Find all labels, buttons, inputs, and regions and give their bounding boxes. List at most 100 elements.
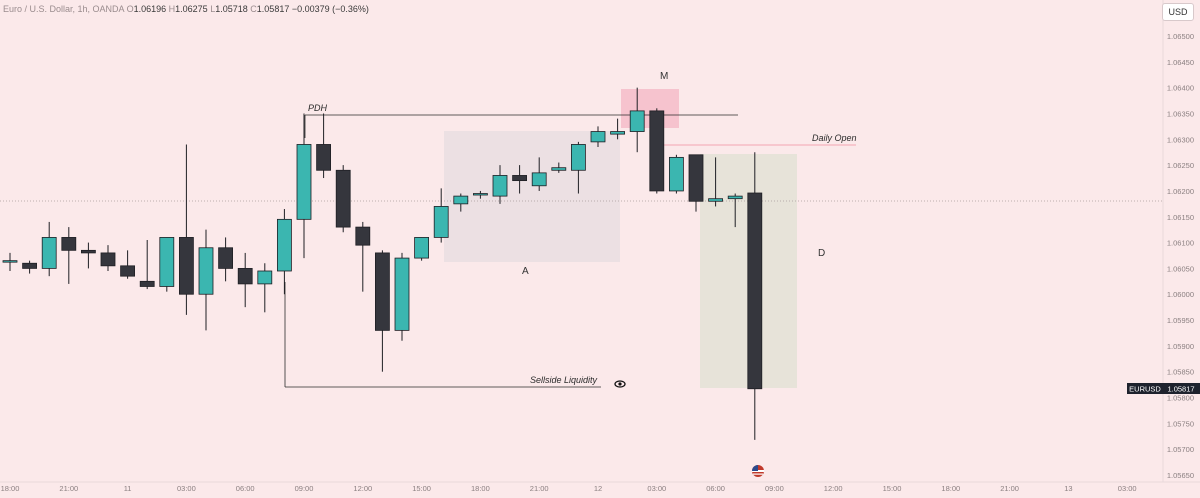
y-tick-label: 1.05700 <box>1167 445 1194 454</box>
price-tag-symbol-bg <box>1127 383 1163 394</box>
candles <box>2 87 763 440</box>
y-tick-label: 1.06200 <box>1167 187 1194 196</box>
currency-button[interactable]: USD <box>1162 3 1194 21</box>
candle <box>747 152 763 440</box>
price-tag-value-bg <box>1163 383 1200 394</box>
candle <box>237 252 253 308</box>
candle <box>610 118 625 140</box>
price-tag-value: 1.05817 <box>1167 385 1194 394</box>
candle-body <box>41 237 57 269</box>
candle-body <box>296 144 312 220</box>
eye-icon[interactable] <box>614 380 626 388</box>
candle <box>120 250 135 279</box>
y-tick-label: 1.06400 <box>1167 84 1194 93</box>
candle <box>571 141 586 194</box>
candle <box>629 87 645 153</box>
y-tick-label: 1.05900 <box>1167 342 1194 351</box>
legend-close-label: C <box>250 4 257 14</box>
candle-body <box>433 206 449 238</box>
candle-body <box>394 257 410 331</box>
symbol-legend: Euro / U.S. Dollar, 1h, OANDA O1.06196 H… <box>3 4 369 14</box>
candle <box>669 154 684 194</box>
x-tick-label: 18:00 <box>941 484 960 493</box>
y-tick-label: 1.05800 <box>1167 394 1194 403</box>
x-tick-label: 06:00 <box>706 484 725 493</box>
candle-body <box>100 252 116 267</box>
candle <box>41 221 57 277</box>
pdh-label: PDH <box>308 103 328 113</box>
candle-body <box>492 175 508 197</box>
candle-body <box>551 167 567 171</box>
x-tick-label: 06:00 <box>236 484 255 493</box>
legend-close: 1.05817 <box>256 4 290 14</box>
candle <box>531 157 547 191</box>
x-axis: 18:00 21:00 11 03:00 06:00 09:00 12:00 15:00 18:… <box>1 484 1137 493</box>
zone-m-label: M <box>660 71 668 82</box>
candle <box>81 242 96 269</box>
legend-open: 1.06196 <box>133 4 167 14</box>
y-tick-label: 1.06150 <box>1167 213 1194 222</box>
candle-body <box>747 192 763 390</box>
candle <box>296 113 312 259</box>
y-tick-label: 1.06000 <box>1167 290 1194 299</box>
candle <box>414 237 430 261</box>
candle-body <box>81 249 96 254</box>
x-tick-label: 03:00 <box>1118 484 1137 493</box>
zone-a-label: A <box>522 266 529 277</box>
candle-body <box>355 226 371 246</box>
candle <box>198 229 214 331</box>
candle-body <box>610 131 625 135</box>
us-flag-icon[interactable] <box>752 465 764 477</box>
y-tick-label: 1.06450 <box>1167 58 1194 67</box>
x-tick-label: 13 <box>1064 484 1072 493</box>
candle <box>472 190 488 199</box>
candle <box>100 245 116 271</box>
candle-body <box>590 131 606 143</box>
candle <box>61 227 77 284</box>
candle-body <box>159 237 175 287</box>
candle <box>22 260 38 274</box>
candle-body <box>727 195 743 200</box>
candle-body <box>649 110 665 192</box>
candle-body <box>120 265 135 277</box>
y-tick-label: 1.06250 <box>1167 161 1194 170</box>
legend-high: 1.06275 <box>175 4 208 14</box>
candle <box>178 144 194 315</box>
candle <box>159 237 175 292</box>
candle-body <box>669 156 684 192</box>
x-tick-label: 09:00 <box>295 484 314 493</box>
legend-open-label: O <box>126 4 134 14</box>
x-tick-label: 18:00 <box>471 484 490 493</box>
candle-body <box>198 247 214 295</box>
y-tick-label: 1.05750 <box>1167 419 1194 428</box>
candle-body <box>629 110 645 132</box>
x-tick-label: 03:00 <box>177 484 196 493</box>
zone-a <box>444 131 620 262</box>
candle-body <box>316 144 332 171</box>
x-tick-label: 12:00 <box>353 484 372 493</box>
candle-body <box>276 218 292 272</box>
y-tick-label: 1.06350 <box>1167 109 1194 118</box>
price-tag: EURUSD 1.05817 <box>1127 383 1200 394</box>
y-axis: 1.06500 1.06450 1.06400 1.06350 1.06300 1.062… <box>1167 32 1194 480</box>
y-tick-label: 1.06500 <box>1167 32 1194 41</box>
x-tick-label: 11 <box>124 484 132 493</box>
candle-body <box>257 270 273 285</box>
candle-body <box>22 262 38 269</box>
y-tick-label: 1.05650 <box>1167 471 1194 480</box>
candle-body <box>61 237 77 251</box>
candle-body <box>178 237 194 295</box>
candle <box>257 263 273 313</box>
candle-body <box>335 169 351 228</box>
legend-low-label: L <box>210 4 216 14</box>
candle <box>551 162 567 173</box>
candle <box>139 240 155 290</box>
y-tick-label: 1.05950 <box>1167 316 1194 325</box>
candle-body <box>374 252 390 331</box>
candle <box>355 221 371 292</box>
candle <box>727 193 743 228</box>
y-tick-label: 1.06050 <box>1167 264 1194 273</box>
price-tag-symbol: EURUSD <box>1129 385 1161 394</box>
candle <box>394 252 410 341</box>
